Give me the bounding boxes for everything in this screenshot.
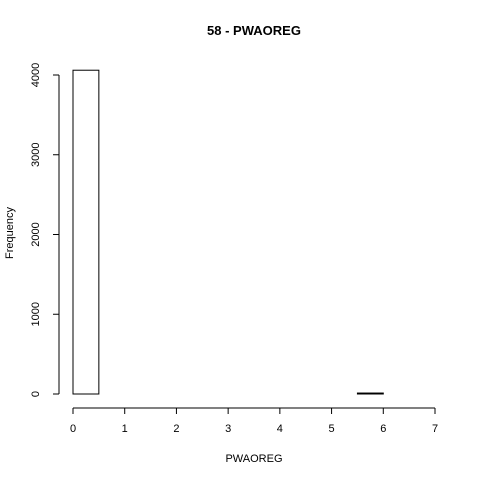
x-tick-label: 3: [225, 423, 231, 435]
x-tick-label: 5: [329, 423, 335, 435]
x-tick-label: 1: [122, 423, 128, 435]
y-tick-label: 3000: [30, 143, 42, 167]
x-axis: 0 1 2 3 4 5 6 7: [70, 407, 438, 435]
x-axis-label: PWAOREG: [225, 453, 282, 465]
y-axis-label: Frequency: [4, 207, 16, 259]
bars-group: [72, 69, 384, 395]
x-tick-label: 0: [70, 423, 76, 435]
y-tick-label: 0: [30, 391, 42, 397]
x-tick-label: 6: [380, 423, 386, 435]
histogram-bar: [356, 392, 384, 395]
chart-title: 58 - PWAOREG: [207, 23, 301, 38]
y-tick-label: 1000: [30, 302, 42, 326]
x-tick-label: 7: [432, 423, 438, 435]
y-axis: 0 1000 2000 3000 4000: [30, 63, 60, 397]
x-tick-label: 4: [277, 423, 283, 435]
histogram-bar: [72, 69, 100, 395]
y-tick-label: 4000: [30, 63, 42, 87]
x-tick-label: 2: [173, 423, 179, 435]
y-tick-label: 2000: [30, 222, 42, 246]
